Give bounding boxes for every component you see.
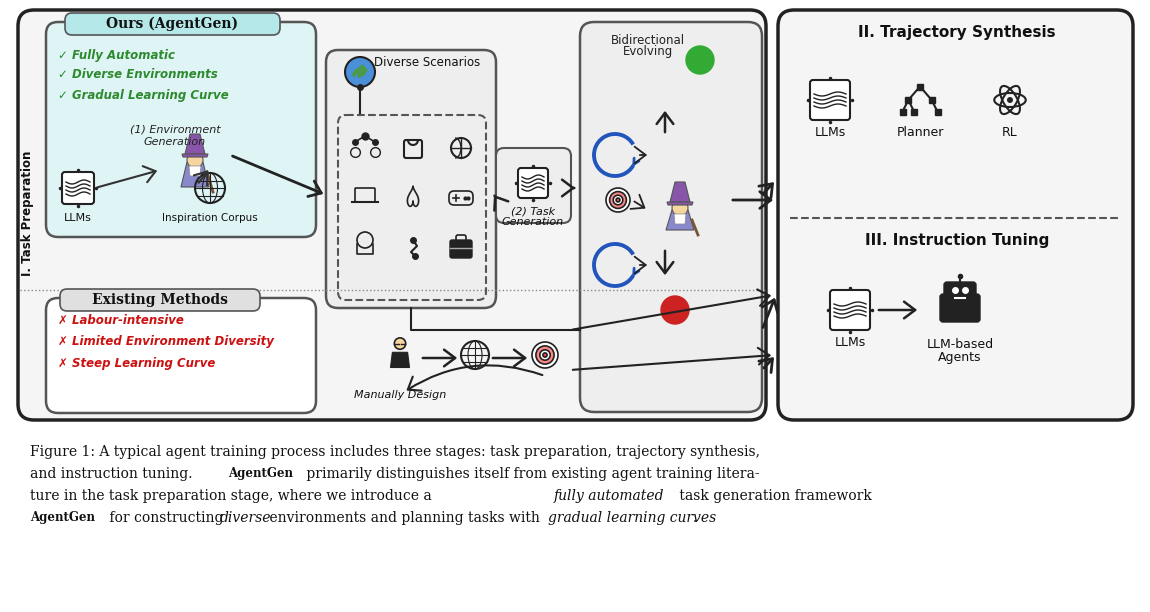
Text: ✗ Steep Learning Curve: ✗ Steep Learning Curve [58,357,215,370]
Text: LLMs: LLMs [814,125,845,138]
Text: ture in the task preparation stage, where we introduce a: ture in the task preparation stage, wher… [30,489,436,503]
Circle shape [613,195,623,205]
Text: AgentGen: AgentGen [30,511,95,524]
Text: ✓ Gradual Learning Curve: ✓ Gradual Learning Curve [58,89,229,102]
FancyBboxPatch shape [580,22,762,412]
Circle shape [616,198,620,202]
Text: Diverse Scenarios: Diverse Scenarios [374,56,481,69]
Text: I. Task Preparation: I. Task Preparation [22,151,34,275]
Text: LLMs: LLMs [835,335,866,348]
FancyBboxPatch shape [944,282,976,298]
Polygon shape [352,68,358,78]
FancyBboxPatch shape [18,10,766,420]
FancyBboxPatch shape [810,80,850,120]
FancyBboxPatch shape [496,148,572,223]
Circle shape [610,192,627,209]
Polygon shape [666,210,693,230]
Text: primarily distinguishes itself from existing agent training litera-: primarily distinguishes itself from exis… [302,467,760,481]
Circle shape [661,296,689,324]
Circle shape [606,188,630,212]
Text: Generation: Generation [501,217,564,227]
FancyBboxPatch shape [325,50,496,308]
Text: Evolving: Evolving [623,45,673,59]
Text: Inspiration Corpus: Inspiration Corpus [162,213,258,223]
Polygon shape [391,353,409,367]
Text: II. Trajectory Synthesis: II. Trajectory Synthesis [858,24,1056,40]
Circle shape [345,57,375,87]
Text: for constructing: for constructing [105,511,228,525]
Circle shape [689,49,711,71]
Text: Generation: Generation [144,137,206,147]
Text: .: . [693,511,697,525]
Text: diverse: diverse [220,511,271,525]
Circle shape [543,353,547,357]
Circle shape [394,338,406,349]
Polygon shape [182,154,208,157]
Text: (1) Environment: (1) Environment [130,125,221,135]
Text: Ours (AgentGen): Ours (AgentGen) [106,17,238,31]
Text: LLMs: LLMs [64,213,92,223]
Circle shape [532,342,558,368]
Text: ✓ Fully Automatic: ✓ Fully Automatic [58,48,175,61]
Circle shape [187,152,204,168]
FancyBboxPatch shape [450,240,472,258]
Circle shape [673,307,677,313]
Circle shape [669,304,681,316]
Text: ✗ Labour-intensive: ✗ Labour-intensive [58,313,184,326]
Text: environments and planning tasks with: environments and planning tasks with [264,511,544,525]
Text: fully automated: fully automated [554,489,665,503]
Circle shape [691,51,708,69]
FancyBboxPatch shape [62,172,94,204]
Text: Agents: Agents [938,351,982,364]
Text: Figure 1: A typical agent training process includes three stages: task preparati: Figure 1: A typical agent training proce… [30,445,760,459]
Polygon shape [674,214,687,224]
Polygon shape [185,134,205,154]
Text: AgentGen: AgentGen [228,467,293,480]
Text: ✗ Limited Environment Diversity: ✗ Limited Environment Diversity [58,335,274,348]
Polygon shape [181,162,209,187]
Text: RL: RL [1002,125,1018,138]
Circle shape [695,54,706,65]
Circle shape [672,200,688,216]
Text: Planner: Planner [896,125,944,138]
Text: Bidirectional: Bidirectional [611,34,685,47]
FancyBboxPatch shape [46,22,316,237]
FancyBboxPatch shape [779,10,1133,420]
FancyBboxPatch shape [46,298,316,413]
Text: gradual learning curves: gradual learning curves [549,511,716,525]
Circle shape [664,299,687,321]
Text: (2) Task: (2) Task [511,207,555,217]
Text: Manually Design: Manually Design [354,390,446,400]
FancyBboxPatch shape [518,168,549,198]
Circle shape [667,302,683,318]
Circle shape [536,346,554,364]
Text: Existing Methods: Existing Methods [92,293,228,307]
Polygon shape [667,202,693,205]
Circle shape [687,46,714,74]
FancyBboxPatch shape [60,289,260,311]
Text: LLM-based: LLM-based [927,338,994,351]
Circle shape [697,57,703,63]
Polygon shape [670,182,690,202]
Text: ✓ Diverse Environments: ✓ Diverse Environments [58,69,217,81]
Text: III. Instruction Tuning: III. Instruction Tuning [865,233,1049,247]
Circle shape [539,350,550,360]
Circle shape [1007,97,1013,103]
FancyBboxPatch shape [66,13,279,35]
Polygon shape [356,64,368,78]
FancyBboxPatch shape [830,290,871,330]
FancyBboxPatch shape [940,294,980,322]
Text: task generation framework: task generation framework [675,489,872,503]
Polygon shape [189,166,201,176]
Text: and instruction tuning.: and instruction tuning. [30,467,197,481]
